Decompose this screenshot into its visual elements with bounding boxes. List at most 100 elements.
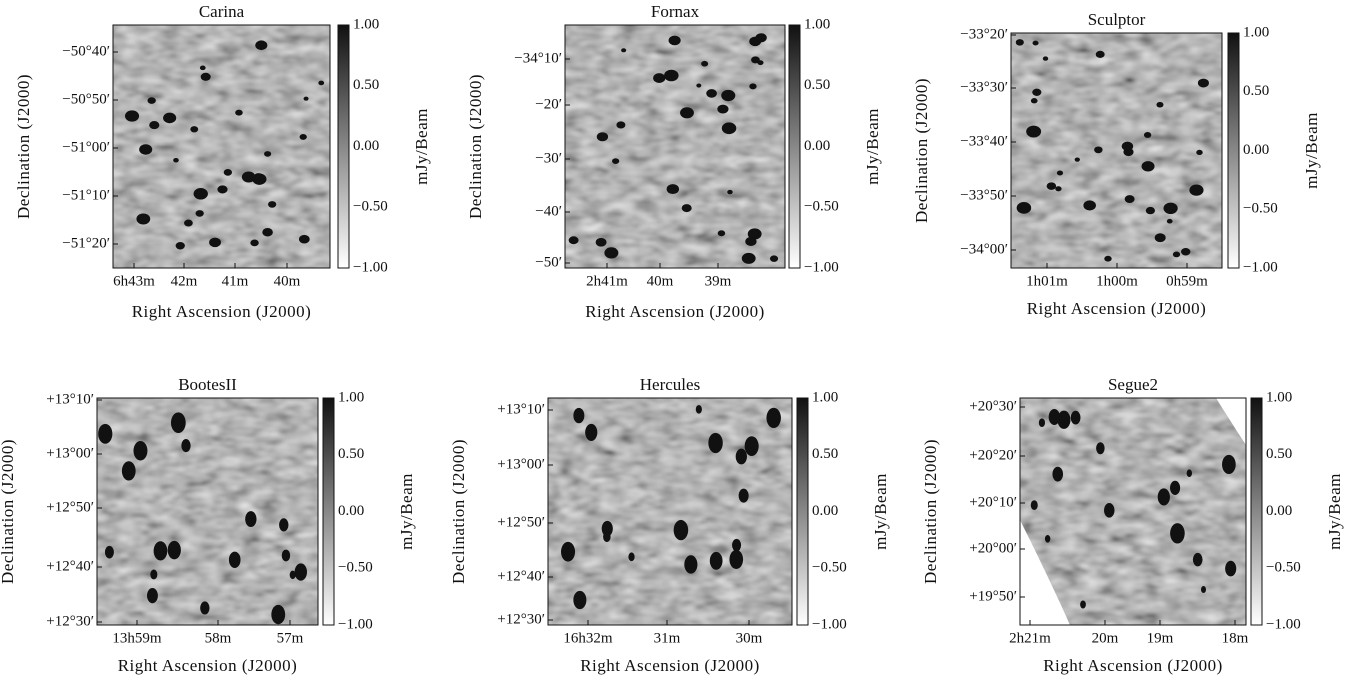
colorbar-tick-label: 0.00	[338, 503, 364, 519]
y-tick-label: −33°40′	[960, 133, 1008, 149]
source	[604, 247, 619, 259]
source	[1145, 206, 1155, 215]
source	[1222, 454, 1236, 475]
source	[294, 563, 308, 581]
source	[147, 588, 158, 604]
source	[1143, 132, 1152, 138]
source	[1074, 157, 1080, 162]
y-axis-label: Declination (J2000)	[14, 74, 33, 219]
colorbar-tick-label: −1.00	[338, 616, 373, 632]
y-tick-label: −33°20′	[960, 26, 1008, 42]
source	[1042, 56, 1049, 61]
y-tick-label: +12°50′	[46, 499, 94, 515]
y-axis-label: Declination (J2000)	[0, 439, 17, 584]
source	[217, 185, 228, 194]
source	[573, 590, 587, 610]
source	[271, 604, 286, 625]
source	[1197, 78, 1209, 88]
source	[133, 440, 148, 461]
source	[628, 552, 635, 562]
y-axis-label: Declination (J2000)	[466, 74, 485, 219]
source	[1016, 202, 1032, 214]
image-noise	[548, 398, 792, 625]
source	[228, 551, 241, 568]
source	[170, 412, 186, 434]
image-noise	[97, 398, 318, 625]
source	[1104, 255, 1112, 262]
source	[721, 89, 736, 102]
source	[1196, 149, 1203, 156]
y-tick-label: +20°30′	[969, 398, 1017, 414]
source	[1104, 503, 1115, 518]
panel-title: Segue2	[1108, 375, 1158, 394]
image-frame	[96, 397, 319, 626]
panel-title: Hercules	[640, 375, 700, 394]
source	[303, 96, 309, 101]
source	[1055, 186, 1062, 192]
y-tick-label: −33°30′	[960, 79, 1008, 95]
colorbar-tick-label: 0.00	[353, 138, 379, 154]
source	[281, 549, 291, 562]
source	[1026, 125, 1042, 138]
source	[1015, 39, 1024, 46]
image-noise	[1011, 33, 1222, 268]
source	[757, 60, 764, 66]
colorbar-tick-label: −0.50	[1243, 201, 1278, 217]
source	[695, 405, 702, 414]
source	[747, 228, 762, 240]
image-frame	[1019, 397, 1247, 626]
y-tick-label: −34°10′	[514, 50, 562, 66]
source	[190, 126, 199, 133]
colorbar-label: mJy/Beam	[871, 473, 890, 550]
source	[1157, 488, 1170, 506]
x-tick-label: 2h21m	[1009, 630, 1051, 646]
source	[181, 439, 191, 453]
source	[200, 72, 211, 81]
y-tick-label: −51°10′	[62, 187, 110, 203]
source	[701, 60, 709, 67]
source	[318, 80, 325, 86]
x-tick-label: 39m	[705, 273, 732, 289]
source	[568, 236, 579, 245]
source	[706, 89, 717, 98]
x-axis-label: Right Ascension (J2000)	[1027, 299, 1207, 318]
x-tick-label: 16h32m	[563, 630, 613, 646]
source	[1121, 141, 1134, 151]
y-tick-label: +20°10′	[969, 494, 1017, 510]
colorbar-tick-label: 1.00	[1243, 24, 1269, 40]
y-tick-label: +12°30′	[46, 613, 94, 629]
source	[163, 112, 177, 124]
source	[150, 569, 158, 580]
source	[1046, 182, 1057, 190]
colorbar-tick-label: 1.00	[812, 389, 838, 405]
source	[1189, 184, 1204, 196]
y-tick-label: −30′	[535, 150, 562, 166]
colorbar-tick-label: 1.00	[1266, 389, 1292, 405]
source	[136, 213, 151, 225]
source	[173, 158, 179, 163]
source	[684, 555, 698, 574]
source	[298, 234, 310, 244]
source	[603, 531, 611, 543]
colorbar-tick-label: 1.00	[804, 16, 830, 32]
source	[1156, 101, 1164, 108]
colorbar-tick-label: 1.00	[338, 389, 364, 405]
colorbar-label: mJy/Beam	[1302, 112, 1321, 189]
source	[1070, 410, 1081, 425]
source	[727, 189, 733, 195]
y-tick-label: −33°50′	[960, 187, 1008, 203]
colorbar-tick-label: 0.50	[812, 446, 838, 462]
y-tick-label: −40′	[535, 203, 562, 219]
source	[735, 448, 747, 465]
source	[149, 121, 160, 130]
source	[153, 541, 168, 561]
panel-title: Sculptor	[1088, 10, 1146, 29]
x-tick-label: 1h00m	[1096, 273, 1138, 289]
source	[167, 540, 181, 560]
x-tick-label: 0h59m	[1166, 273, 1208, 289]
colorbar	[322, 397, 335, 626]
source	[732, 538, 742, 552]
x-tick-label: 57m	[277, 630, 304, 646]
colorbar-tick-label: −1.00	[353, 259, 388, 275]
source	[744, 436, 759, 456]
